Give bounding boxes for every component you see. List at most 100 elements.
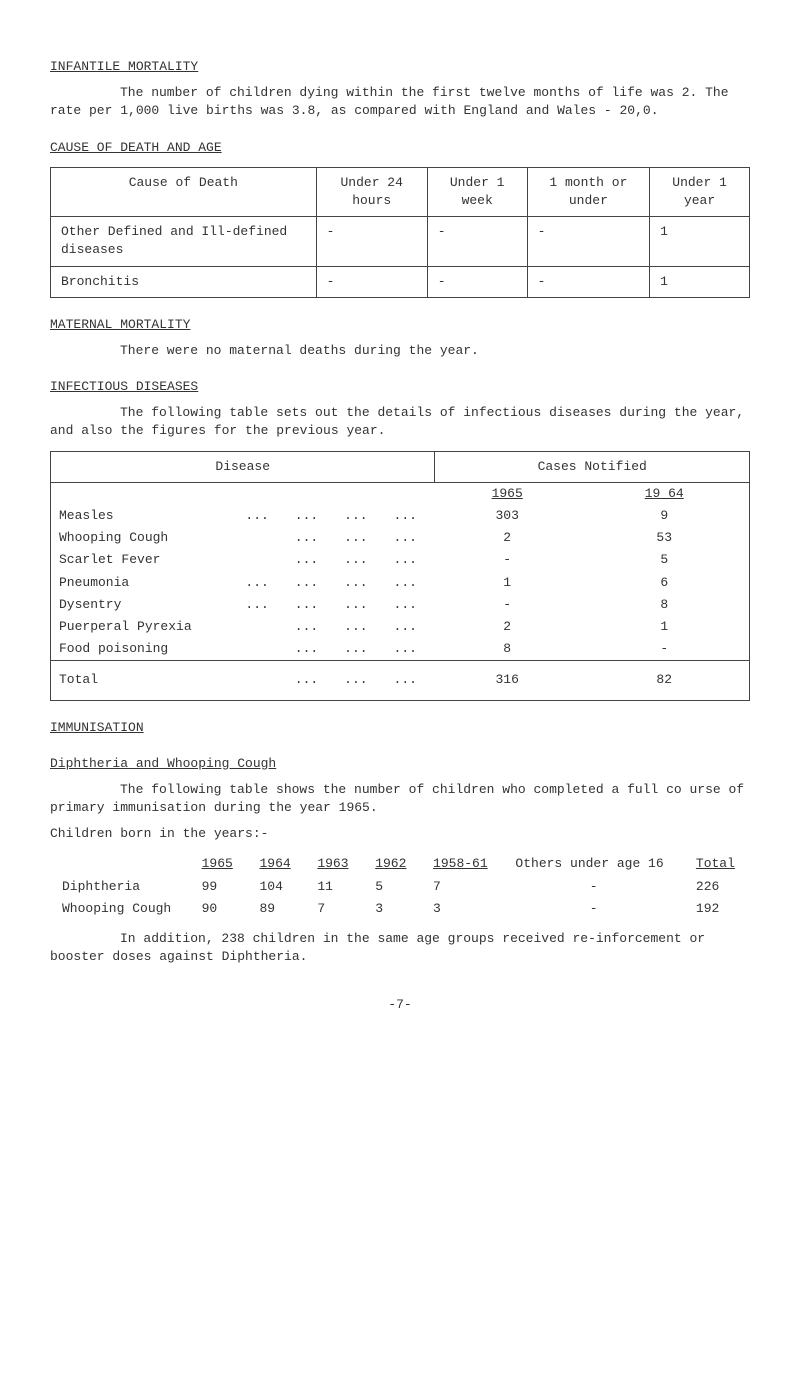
t1-h3: 1 month or under: [527, 167, 650, 216]
t3-r0c6: -: [503, 876, 683, 898]
t2-r6c0: Food poisoning: [51, 638, 238, 661]
t2-total-d3: ...: [386, 661, 435, 700]
t2-head-right: Cases Notified: [435, 451, 750, 482]
t2-r6c4: ...: [386, 638, 435, 661]
children-born-para: Children born in the years:-: [50, 825, 750, 843]
t2-r3c0: Pneumonia: [51, 572, 238, 594]
t2-r4c2: ...: [287, 594, 336, 616]
t2-r1c5: 2: [435, 527, 580, 549]
t2-r0c0: Measles: [51, 505, 238, 527]
t3-r0c5: 7: [421, 876, 503, 898]
t2-r0c1: ...: [237, 505, 286, 527]
t2-r2c2: ...: [287, 549, 336, 571]
t3-r1c2: 89: [247, 898, 305, 920]
t2-r1c4: ...: [386, 527, 435, 549]
t3-r0c7: 226: [684, 876, 750, 898]
infantile-mortality-heading: INFANTILE MORTALITY: [50, 58, 750, 76]
t2-r2c1: [237, 549, 286, 571]
t2-r5c4: ...: [386, 616, 435, 638]
immunisation-heading: IMMUNISATION: [50, 719, 750, 737]
t3-r1c4: 3: [363, 898, 421, 920]
t2-r6c1: [237, 638, 286, 661]
t3-h3: 1963: [305, 853, 363, 875]
t3-h0: [50, 853, 190, 875]
t2-r5c1: [237, 616, 286, 638]
t1-h2: Under 1 week: [427, 167, 527, 216]
t2-r3c6: 6: [579, 572, 749, 594]
t2-r3c1: ...: [237, 572, 286, 594]
t2-year1: 1965: [435, 482, 580, 505]
t2-r2c4: ...: [386, 549, 435, 571]
t2-r6c6: -: [579, 638, 749, 661]
infectious-para: The following table sets out the details…: [50, 404, 750, 440]
t2-r5c6: 1: [579, 616, 749, 638]
t1-r0c0: Other Defined and Ill-defined diseases: [51, 217, 317, 266]
t2-r3c2: ...: [287, 572, 336, 594]
t3-r0c2: 104: [247, 876, 305, 898]
cause-of-death-table: Cause of Death Under 24 hours Under 1 we…: [50, 167, 750, 298]
t1-r1c1: -: [316, 266, 427, 297]
immunisation-para: The following table shows the number of …: [50, 781, 750, 817]
disease-table: Disease Cases Notified 1965 19 64 Measle…: [50, 451, 750, 701]
t1-r1c2: -: [427, 266, 527, 297]
t3-r0c0: Diphtheria: [50, 876, 190, 898]
immunisation-table: 1965 1964 1963 1962 1958-61 Others under…: [50, 853, 750, 920]
t2-r2c5: -: [435, 549, 580, 571]
t2-r5c5: 2: [435, 616, 580, 638]
t2-r4c1: ...: [237, 594, 286, 616]
t2-r6c5: 8: [435, 638, 580, 661]
infectious-heading: INFECTIOUS DISEASES: [50, 378, 750, 396]
t2-total-d1: ...: [287, 661, 336, 700]
t2-r4c6: 8: [579, 594, 749, 616]
t2-r1c3: ...: [336, 527, 385, 549]
t1-r0c4: 1: [650, 217, 750, 266]
t2-r0c2: ...: [287, 505, 336, 527]
t3-h7: Total: [684, 853, 750, 875]
t3-r1c1: 90: [190, 898, 248, 920]
t2-r2c3: ...: [336, 549, 385, 571]
t2-r0c5: 303: [435, 505, 580, 527]
t2-r2c6: 5: [579, 549, 749, 571]
t2-r4c5: -: [435, 594, 580, 616]
t2-r3c4: ...: [386, 572, 435, 594]
t2-r4c3: ...: [336, 594, 385, 616]
t1-r0c1: -: [316, 217, 427, 266]
t2-r1c6: 53: [579, 527, 749, 549]
t2-r0c4: ...: [386, 505, 435, 527]
t2-r1c0: Whooping Cough: [51, 527, 238, 549]
t2-r5c3: ...: [336, 616, 385, 638]
t1-h0: Cause of Death: [51, 167, 317, 216]
page-number: -7-: [50, 996, 750, 1014]
t2-r0c6: 9: [579, 505, 749, 527]
t2-total-d2: ...: [336, 661, 385, 700]
t2-r6c2: ...: [287, 638, 336, 661]
t1-r1c0: Bronchitis: [51, 266, 317, 297]
t2-r0c3: ...: [336, 505, 385, 527]
cause-age-heading: CAUSE OF DEATH AND AGE: [50, 139, 750, 157]
t2-head-left: Disease: [51, 451, 435, 482]
t3-r0c3: 11: [305, 876, 363, 898]
t1-h4: Under 1 year: [650, 167, 750, 216]
t3-h5: 1958-61: [421, 853, 503, 875]
t2-r3c3: ...: [336, 572, 385, 594]
t3-r1c5: 3: [421, 898, 503, 920]
t1-r0c2: -: [427, 217, 527, 266]
t2-r4c0: Dysentry: [51, 594, 238, 616]
t3-r0c4: 5: [363, 876, 421, 898]
t3-h2: 1964: [247, 853, 305, 875]
booster-para: In addition, 238 children in the same ag…: [50, 930, 750, 966]
t2-r1c2: ...: [287, 527, 336, 549]
t3-r0c1: 99: [190, 876, 248, 898]
t3-h4: 1962: [363, 853, 421, 875]
maternal-para: There were no maternal deaths during the…: [50, 342, 750, 360]
t3-r1c6: -: [503, 898, 683, 920]
t2-r5c2: ...: [287, 616, 336, 638]
t3-r1c3: 7: [305, 898, 363, 920]
t1-h1: Under 24 hours: [316, 167, 427, 216]
t2-r6c3: ...: [336, 638, 385, 661]
t1-r1c4: 1: [650, 266, 750, 297]
t2-r1c1: [237, 527, 286, 549]
t2-r3c5: 1: [435, 572, 580, 594]
t2-r4c4: ...: [386, 594, 435, 616]
t2-total2: 82: [579, 661, 749, 700]
